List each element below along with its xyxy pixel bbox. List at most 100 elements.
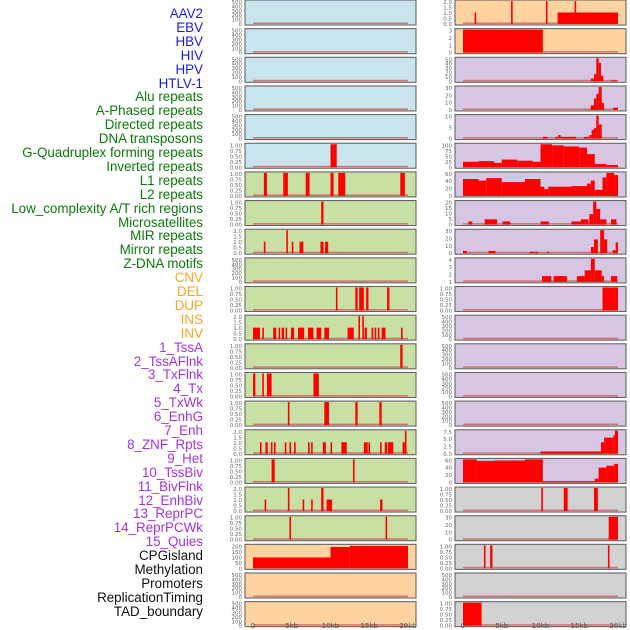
y-tick-label: 0.00	[230, 309, 243, 315]
baseline	[463, 595, 618, 598]
y-tick-label: 1	[449, 43, 453, 49]
data-bar	[540, 186, 545, 196]
data-bar	[590, 105, 594, 110]
data-bar	[363, 442, 368, 454]
y-tick-label: 0	[449, 194, 453, 200]
y-tick-label: 7.5	[443, 430, 452, 436]
y-tick-label: 200	[232, 99, 243, 105]
panel-background	[454, 371, 627, 399]
y-tick-label: 0.00	[230, 394, 243, 400]
data-bar	[387, 442, 394, 454]
data-bar	[273, 442, 276, 454]
y-tick-label: 300	[232, 267, 243, 273]
y-tick-label: 400	[232, 90, 243, 96]
data-bar	[289, 442, 292, 454]
data-bar	[584, 270, 591, 282]
data-bar	[463, 602, 482, 626]
data-bar	[483, 545, 486, 569]
track-panel: 0.000.250.500.751.00	[230, 371, 417, 400]
baseline	[463, 337, 618, 340]
y-tick-label: 1.00	[230, 287, 243, 293]
data-bar	[598, 62, 601, 82]
panel-background	[454, 543, 627, 570]
panel-background	[454, 314, 627, 341]
data-bar	[330, 144, 337, 168]
track-label: 8_ZNF_Rpts	[127, 436, 203, 452]
data-bar	[494, 460, 525, 483]
baseline	[463, 137, 618, 139]
y-tick-label: 2.0	[233, 315, 242, 321]
data-bar	[594, 478, 599, 483]
data-bar	[262, 327, 264, 340]
y-tick-label: 20	[445, 71, 452, 77]
data-bar	[476, 460, 494, 483]
data-bar	[385, 516, 388, 540]
data-bar	[596, 115, 599, 139]
y-tick-label: 0.25	[230, 217, 243, 223]
data-bar	[253, 327, 260, 340]
data-bar	[294, 442, 296, 454]
y-tick-label: 0	[239, 595, 243, 601]
y-tick-label: 0	[449, 423, 453, 429]
y-tick-label: 300	[232, 582, 243, 588]
x-tick-label: 10kb	[322, 622, 340, 630]
data-bar	[371, 327, 374, 340]
data-bar	[478, 161, 494, 168]
y-tick-label: 200	[442, 586, 453, 592]
y-tick-label: 400	[232, 606, 243, 612]
data-bar	[579, 147, 587, 168]
y-tick-label: 500	[232, 57, 243, 63]
data-bar	[402, 442, 405, 454]
data-bar	[486, 178, 502, 196]
baseline	[253, 595, 408, 598]
baseline	[253, 423, 408, 426]
data-bar	[571, 186, 587, 196]
y-tick-label: 200	[232, 13, 243, 19]
data-bar	[308, 442, 310, 454]
y-tick-label: 1.00	[230, 372, 243, 378]
data-bar	[598, 86, 602, 110]
y-tick-label: 200	[232, 615, 243, 621]
data-bar	[596, 93, 599, 110]
y-tick-label: 10	[445, 115, 452, 121]
y-tick-label: 100	[442, 390, 453, 396]
data-bar	[606, 465, 615, 483]
panel-background	[454, 486, 627, 513]
y-tick-label: 0	[239, 51, 243, 57]
baseline	[253, 223, 408, 225]
y-tick-label: 1.0	[233, 326, 242, 332]
data-bar	[613, 435, 615, 454]
track-panel: 0.00.51.01.52.0	[443, 0, 627, 28]
baseline	[463, 394, 618, 397]
data-bar	[330, 546, 350, 569]
y-tick-label: 500	[232, 573, 243, 579]
data-bar	[612, 250, 616, 254]
y-tick-label: 0.0	[233, 337, 242, 343]
y-tick-label: 0	[239, 137, 243, 143]
data-bar	[601, 276, 605, 282]
baseline	[253, 137, 408, 139]
baseline	[463, 280, 618, 282]
data-bar	[541, 488, 543, 512]
track-panel: 0.00.51.01.52.0	[233, 486, 417, 515]
track-label: Microsatellites	[118, 214, 203, 230]
data-bar	[606, 172, 615, 196]
data-bar	[264, 499, 267, 512]
y-tick-label: 0.50	[440, 498, 453, 504]
x-tick-label: 10kb	[532, 622, 550, 630]
track-label: L1 repeats	[139, 172, 203, 188]
data-bar	[305, 172, 310, 196]
y-tick-label: 0.00	[230, 165, 243, 171]
y-tick-label: 0.0	[233, 452, 242, 458]
y-tick-label: 0	[449, 137, 453, 143]
baseline	[463, 79, 618, 82]
data-bar	[463, 179, 479, 196]
track-panel: 0.000.250.500.751.00	[440, 543, 627, 572]
y-tick-label: 0	[449, 538, 453, 544]
y-tick-label: 0.50	[230, 412, 243, 418]
baseline	[253, 108, 408, 111]
